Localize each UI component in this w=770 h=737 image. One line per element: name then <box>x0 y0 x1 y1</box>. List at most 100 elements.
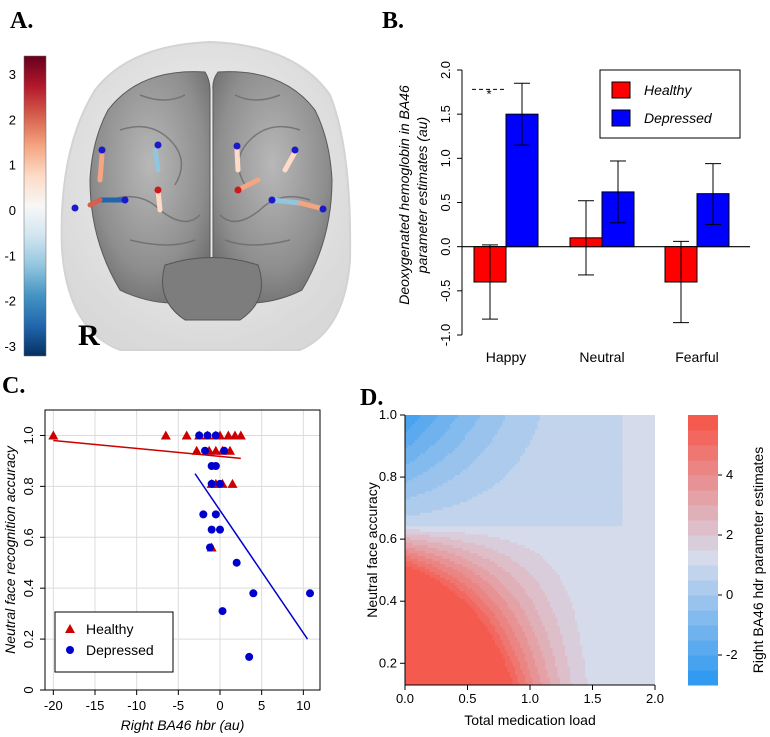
contour-cell <box>430 482 434 486</box>
contour-cell <box>512 622 516 627</box>
contour-cell <box>452 676 456 681</box>
contour-cell <box>410 595 414 600</box>
contour-cell <box>477 477 481 481</box>
contour-cell <box>460 660 464 664</box>
contour-cell <box>447 517 451 521</box>
contour-cell <box>472 585 476 589</box>
contour-cell <box>505 447 509 451</box>
contour-cell <box>487 666 491 670</box>
contour-cell <box>505 450 509 454</box>
contour-cell <box>412 450 416 454</box>
contour-cell <box>492 658 496 662</box>
contour-cell <box>512 469 516 473</box>
contour-cell <box>437 622 441 627</box>
contour-cell <box>512 501 516 505</box>
contour-cell <box>497 493 501 497</box>
contour-cell <box>452 458 456 462</box>
contour-cell <box>485 601 489 605</box>
contour-cell <box>432 536 436 540</box>
contour-cell <box>495 490 499 494</box>
contour-cell <box>480 550 484 554</box>
contour-cell <box>500 617 504 621</box>
contour-cell <box>412 547 416 551</box>
contour-cell <box>445 493 449 497</box>
contour-cell <box>495 566 499 570</box>
contour-cell <box>477 487 481 492</box>
contour-cell <box>452 436 456 440</box>
contour-cell <box>475 509 479 513</box>
contour-cell <box>425 666 429 670</box>
contour-cell <box>452 614 456 619</box>
contour-cell <box>505 568 509 573</box>
contour-cell <box>490 563 494 567</box>
contour-cell <box>445 631 449 635</box>
contour-cell <box>470 614 474 619</box>
contour-cell <box>480 679 484 683</box>
contour-cell <box>487 431 491 435</box>
contour-cell <box>440 436 444 440</box>
contour-cell <box>420 574 424 578</box>
contour-cell <box>420 676 424 681</box>
contour-cell <box>507 498 511 502</box>
contour-cell <box>465 501 469 505</box>
contour-cell <box>492 606 496 610</box>
contour-cell <box>450 639 454 643</box>
contour-cell <box>505 558 509 562</box>
contour-cell <box>417 442 421 446</box>
contour-cell <box>440 417 444 421</box>
contour-cell <box>502 644 506 648</box>
contour-cell <box>447 676 451 681</box>
contour-cell <box>420 452 424 457</box>
contour-cell <box>417 587 421 592</box>
contour-cell <box>465 493 469 497</box>
contour-cell <box>445 423 449 427</box>
contour-cell <box>420 609 424 613</box>
contour-cell <box>450 509 454 513</box>
contour-cell <box>520 660 524 664</box>
contour-cell <box>462 587 466 592</box>
contour-cell <box>440 415 444 419</box>
contour-cell <box>407 676 411 681</box>
contour-cell <box>435 442 439 446</box>
contour-cell <box>435 482 439 486</box>
contour-cell <box>432 655 436 659</box>
contour-cell <box>430 544 434 548</box>
contour-cell <box>457 674 461 678</box>
contour-cell <box>410 682 414 685</box>
contour-cell <box>497 528 501 532</box>
contour-cell <box>502 469 506 473</box>
contour-cell <box>405 668 409 673</box>
contour-cell <box>500 493 504 497</box>
contour-cell <box>422 541 426 546</box>
x-tick-label: -15 <box>86 698 105 713</box>
contour-cell <box>440 604 444 608</box>
contour-cell <box>435 612 439 616</box>
contour-cell <box>490 509 494 513</box>
contour-cell <box>470 539 474 543</box>
contour-cell <box>497 647 501 651</box>
contour-cell <box>412 647 416 651</box>
contour-cell <box>437 563 441 567</box>
contour-cell <box>432 444 436 448</box>
contour-cell <box>442 479 446 484</box>
contour-cell <box>427 439 431 443</box>
contour-cell <box>475 496 479 500</box>
contour-cell <box>445 639 449 643</box>
contour-cell <box>445 436 449 440</box>
contour-cell <box>410 628 414 632</box>
contour-cell <box>485 668 489 673</box>
contour-cell <box>510 560 514 565</box>
contour-cell <box>440 674 444 678</box>
contour-cell <box>445 523 449 527</box>
contour-cell <box>455 425 459 430</box>
contour-cell <box>472 512 476 516</box>
contour-cell <box>427 523 431 527</box>
contour-cell <box>512 614 516 619</box>
contour-cell <box>442 620 446 624</box>
contour-cell <box>437 671 441 675</box>
contour-cell <box>465 649 469 654</box>
contour-cell <box>447 463 451 467</box>
contour-cell <box>467 474 471 478</box>
contour-cell <box>485 606 489 610</box>
contour-cell <box>520 612 524 616</box>
